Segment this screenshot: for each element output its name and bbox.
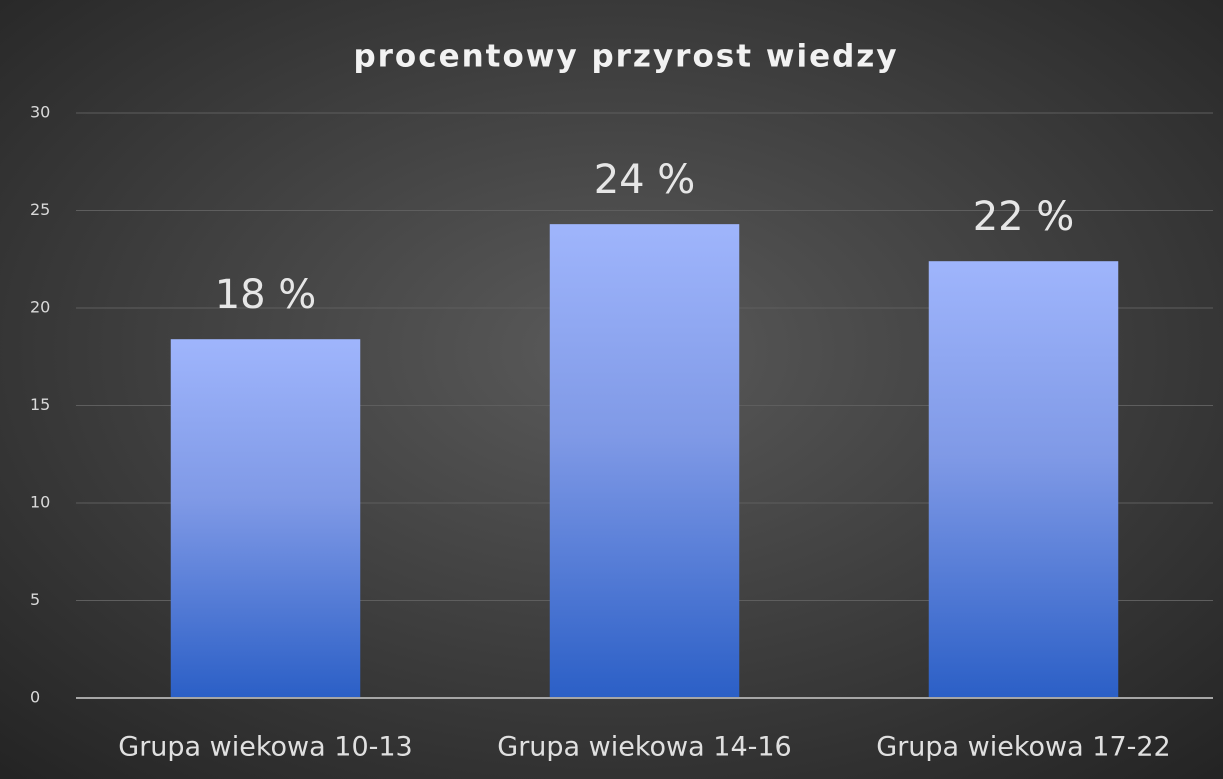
y-tick-label: 0 <box>30 688 40 707</box>
y-tick-label: 5 <box>30 590 40 609</box>
value-label: 24 % <box>594 157 696 203</box>
chart-title: procentowy przyrost wiedzy <box>353 39 898 75</box>
x-tick-label: Grupa wiekowa 10-13 <box>118 732 412 763</box>
value-label: 22 % <box>973 194 1075 240</box>
y-tick-label: 25 <box>30 200 50 219</box>
y-tick-label: 20 <box>30 298 50 317</box>
x-tick-label: Grupa wiekowa 14-16 <box>497 732 791 763</box>
bar <box>928 261 1119 698</box>
y-tick-label: 15 <box>30 395 50 414</box>
y-tick-label: 30 <box>30 103 50 122</box>
x-tick-label: Grupa wiekowa 17-22 <box>876 732 1170 763</box>
bar <box>170 339 361 698</box>
y-tick-label: 10 <box>30 493 50 512</box>
bar <box>549 224 740 698</box>
value-label: 18 % <box>215 272 317 318</box>
